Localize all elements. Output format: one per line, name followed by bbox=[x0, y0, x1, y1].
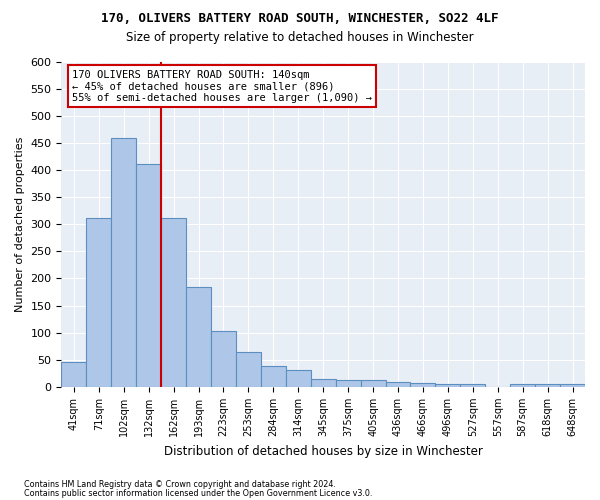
Text: Size of property relative to detached houses in Winchester: Size of property relative to detached ho… bbox=[126, 31, 474, 44]
Bar bbox=[335, 380, 361, 387]
Bar bbox=[111, 138, 136, 387]
Bar bbox=[86, 218, 111, 387]
Text: 170, OLIVERS BATTERY ROAD SOUTH, WINCHESTER, SO22 4LF: 170, OLIVERS BATTERY ROAD SOUTH, WINCHES… bbox=[101, 12, 499, 24]
Bar bbox=[236, 352, 261, 387]
Bar bbox=[136, 164, 161, 387]
Bar bbox=[161, 218, 186, 387]
Y-axis label: Number of detached properties: Number of detached properties bbox=[15, 136, 25, 312]
X-axis label: Distribution of detached houses by size in Winchester: Distribution of detached houses by size … bbox=[164, 444, 482, 458]
Bar bbox=[311, 380, 335, 387]
Bar bbox=[186, 286, 211, 387]
Bar bbox=[361, 380, 386, 387]
Bar bbox=[211, 330, 236, 387]
Bar bbox=[535, 384, 560, 387]
Bar bbox=[61, 362, 86, 387]
Bar bbox=[436, 384, 460, 387]
Bar bbox=[386, 382, 410, 387]
Bar bbox=[460, 384, 485, 387]
Text: 170 OLIVERS BATTERY ROAD SOUTH: 140sqm
← 45% of detached houses are smaller (896: 170 OLIVERS BATTERY ROAD SOUTH: 140sqm ←… bbox=[72, 70, 372, 103]
Bar bbox=[560, 384, 585, 387]
Text: Contains HM Land Registry data © Crown copyright and database right 2024.: Contains HM Land Registry data © Crown c… bbox=[24, 480, 336, 489]
Bar bbox=[286, 370, 311, 387]
Bar bbox=[261, 366, 286, 387]
Text: Contains public sector information licensed under the Open Government Licence v3: Contains public sector information licen… bbox=[24, 489, 373, 498]
Bar bbox=[410, 382, 436, 387]
Bar bbox=[510, 384, 535, 387]
